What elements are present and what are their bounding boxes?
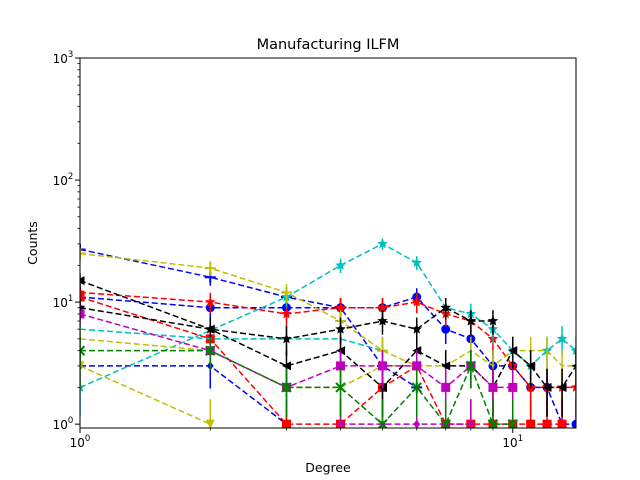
data-point bbox=[440, 418, 451, 428]
data-point bbox=[377, 315, 388, 326]
data-point bbox=[281, 333, 292, 344]
data-point bbox=[557, 382, 567, 392]
data-point bbox=[413, 419, 421, 428]
series-line bbox=[80, 291, 576, 389]
data-point bbox=[205, 324, 215, 334]
data-point bbox=[411, 382, 422, 393]
x-tick-label: 101 bbox=[502, 434, 523, 450]
chart-title: Manufacturing ILFM bbox=[257, 37, 400, 53]
data-point bbox=[80, 243, 86, 255]
data-point bbox=[80, 381, 86, 392]
series-line bbox=[80, 296, 563, 425]
data-point bbox=[205, 345, 216, 356]
x-axis-label: Degree bbox=[305, 460, 351, 475]
data-point bbox=[508, 382, 518, 392]
series-line bbox=[80, 328, 383, 352]
series-line bbox=[80, 349, 513, 426]
y-tick-label: 103 bbox=[53, 50, 74, 66]
data-point bbox=[281, 361, 291, 371]
data-point bbox=[465, 360, 477, 372]
data-series bbox=[80, 243, 423, 417]
data-point bbox=[205, 296, 216, 307]
data-point bbox=[411, 257, 422, 268]
data-point bbox=[80, 361, 85, 371]
data-series bbox=[80, 336, 518, 428]
data-point bbox=[80, 292, 85, 302]
y-tick-label: 101 bbox=[53, 294, 74, 310]
series-line bbox=[80, 365, 211, 425]
data-point bbox=[571, 363, 576, 369]
data-point bbox=[570, 345, 576, 356]
data-point bbox=[571, 419, 576, 428]
series-line bbox=[80, 313, 513, 389]
data-point bbox=[508, 346, 518, 356]
data-series bbox=[80, 350, 215, 428]
data-point bbox=[412, 361, 422, 371]
data-point bbox=[281, 419, 291, 428]
y-tick-label: 100 bbox=[53, 416, 74, 432]
data-series bbox=[80, 272, 576, 417]
data-point bbox=[205, 419, 215, 428]
data-point bbox=[204, 262, 216, 274]
data-point bbox=[542, 419, 552, 428]
data-point bbox=[335, 302, 346, 313]
data-point bbox=[467, 419, 475, 428]
series-layer bbox=[80, 238, 576, 428]
data-point bbox=[526, 419, 536, 428]
data-point bbox=[411, 296, 422, 307]
series-line bbox=[80, 252, 418, 367]
data-point bbox=[440, 302, 451, 313]
data-point bbox=[80, 345, 86, 356]
data-point bbox=[335, 382, 346, 393]
data-point bbox=[335, 259, 346, 270]
data-point bbox=[465, 315, 477, 326]
data-point bbox=[377, 238, 388, 249]
data-point bbox=[441, 382, 451, 392]
data-point bbox=[441, 361, 451, 371]
y-axis-label: Counts bbox=[25, 221, 40, 265]
data-point bbox=[556, 333, 568, 344]
data-point bbox=[337, 419, 344, 428]
y-tick-label: 102 bbox=[53, 172, 74, 188]
data-point bbox=[377, 361, 387, 371]
series-line bbox=[80, 279, 576, 389]
data-point bbox=[377, 302, 388, 313]
data-point bbox=[281, 308, 292, 319]
plot-frame bbox=[79, 57, 577, 429]
data-point bbox=[80, 309, 85, 319]
data-point bbox=[80, 276, 85, 286]
data-point bbox=[280, 286, 292, 298]
data-point bbox=[570, 381, 576, 392]
data-point bbox=[335, 323, 346, 334]
x-tick-label: 100 bbox=[70, 434, 91, 450]
series-line bbox=[80, 338, 576, 389]
data-point bbox=[80, 248, 86, 260]
series-line bbox=[80, 248, 418, 389]
data-point bbox=[411, 323, 422, 334]
data-point bbox=[336, 361, 346, 371]
data-point bbox=[507, 418, 518, 428]
series-line bbox=[80, 365, 287, 425]
data-point bbox=[542, 382, 552, 392]
data-point bbox=[281, 382, 292, 393]
data-series bbox=[80, 350, 290, 428]
data-point bbox=[487, 315, 499, 326]
data-point bbox=[377, 418, 388, 428]
data-point bbox=[487, 418, 499, 428]
series-line bbox=[80, 296, 576, 425]
data-point bbox=[441, 324, 451, 334]
data-point bbox=[488, 382, 498, 392]
data-point bbox=[526, 361, 536, 371]
data-point bbox=[557, 419, 567, 428]
